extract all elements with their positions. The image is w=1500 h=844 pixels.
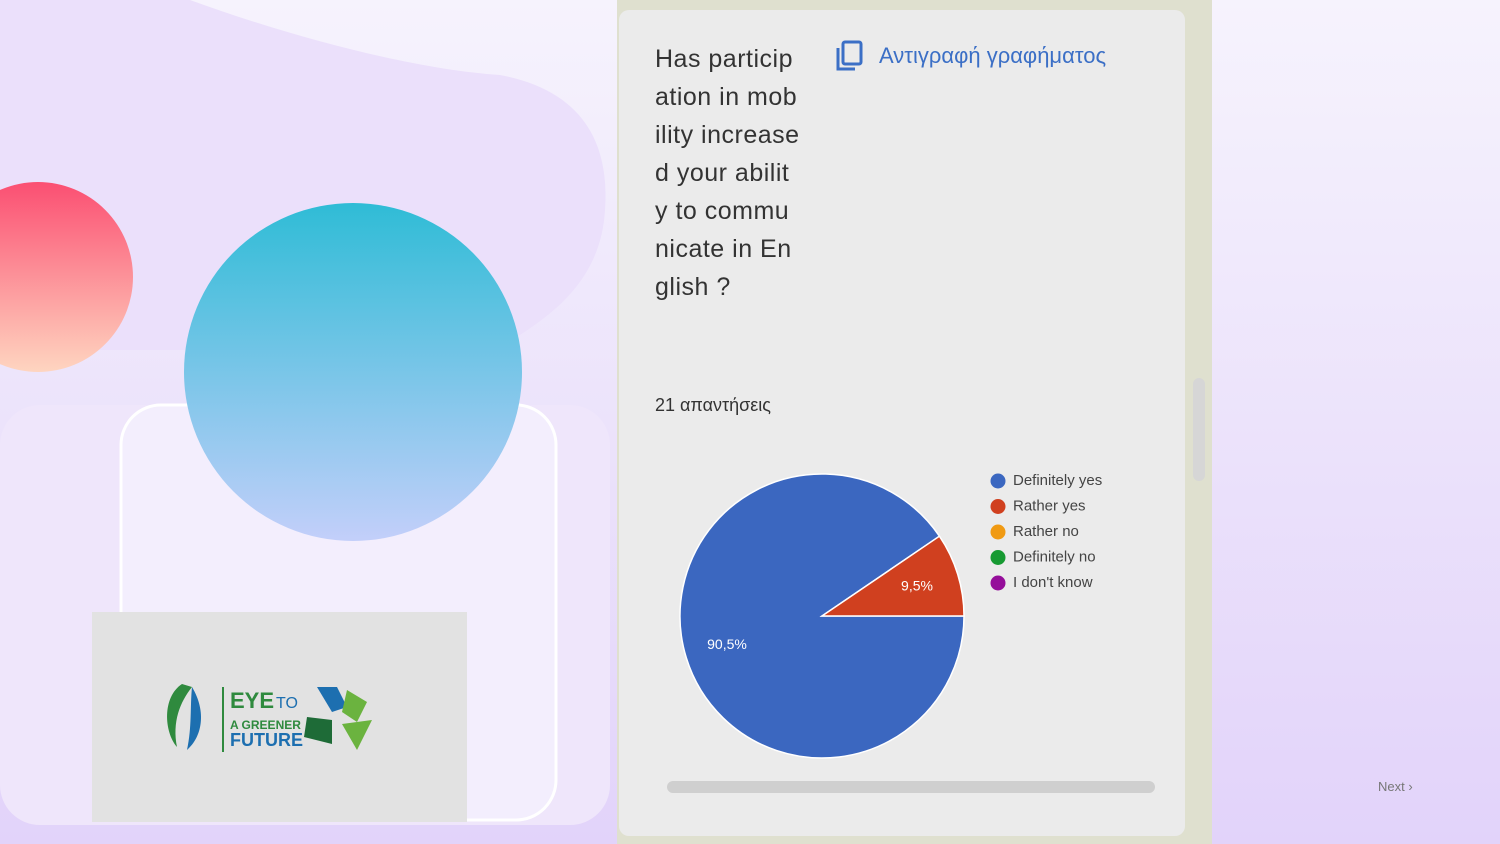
copy-label: Αντιγραφή γραφήματος (879, 43, 1107, 68)
logo-text: TO (276, 695, 298, 712)
logo-box: EYE TO A GREENER FUTURE (92, 612, 467, 822)
logo: EYE TO A GREENER FUTURE (167, 684, 372, 752)
logo-text: FUTURE (230, 730, 303, 750)
chart-subtitle: 21 απαντήσεις (655, 395, 771, 415)
chart-title: Has participation in mobility increased … (655, 45, 800, 301)
copy-button[interactable]: Αντιγραφή γραφήματος (835, 40, 1106, 72)
logo-text: A GREENER (230, 718, 301, 732)
next-button[interactable]: Next › (1378, 779, 1413, 794)
copy-icon (836, 40, 863, 71)
logo-text: EYE (230, 688, 274, 713)
